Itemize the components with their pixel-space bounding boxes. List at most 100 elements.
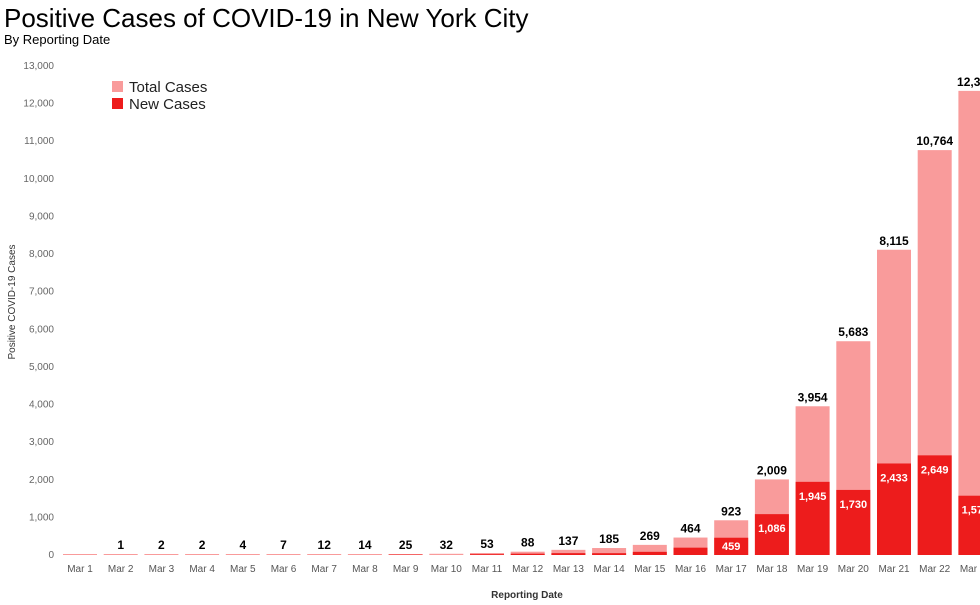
total-cases-data-label: 923 [721,504,741,518]
y-axis-title: Positive COVID-19 Cases [7,244,18,359]
new-cases-data-label: 1,945 [799,491,827,503]
x-tick-label: Mar 4 [189,564,215,575]
total-cases-data-label: 464 [680,522,700,536]
x-tick-label: Mar 19 [797,564,829,575]
new-cases-data-label: 2,649 [921,464,949,476]
legend-label-total: Total Cases [129,79,207,96]
total-cases-bar [592,548,627,555]
total-cases-data-label: 185 [599,532,619,546]
total-cases-data-label: 53 [480,537,494,551]
y-tick-label: 6,000 [29,324,54,335]
x-tick-label: Mar 18 [756,564,788,575]
total-cases-bar [266,554,301,555]
total-cases-data-label: 3,954 [798,390,828,404]
x-tick-label: Mar 17 [716,564,748,575]
x-tick-label: Mar 7 [311,564,337,575]
legend: Total Cases New Cases [112,79,207,113]
new-cases-bar [754,514,789,555]
y-tick-label: 8,000 [29,249,54,260]
x-tick-label: Mar 2 [108,564,134,575]
total-cases-data-label: 25 [399,538,413,552]
total-cases-bars [63,90,980,555]
x-tick-label: Mar 12 [512,564,544,575]
x-axis-title: Reporting Date [491,590,563,601]
total-cases-data-label: 12 [318,538,332,552]
total-cases-data-label: 32 [440,538,454,552]
new-cases-data-label: 1,730 [840,499,868,511]
new-cases-bar [510,553,545,555]
total-cases-data-label: 4 [239,538,246,552]
y-axis: 0 1,000 2,000 3,000 4,000 5,000 6,000 7,000 8,00… [23,61,54,561]
legend-swatch-new [112,98,123,109]
y-tick-label: 7,000 [29,287,54,298]
total-cases-data-label: 88 [521,536,535,550]
total-cases-bar [63,554,97,555]
new-cases-bar [877,463,911,555]
y-tick-label: 1,000 [29,512,54,523]
x-tick-label: Mar 11 [472,564,503,575]
legend-swatch-total [112,81,123,92]
y-tick-label: 9,000 [29,211,54,222]
total-cases-bar [632,544,667,555]
total-cases-data-label: 2 [199,538,206,552]
x-tick-label: Mar 9 [393,564,419,575]
y-tick-label: 12,000 [23,99,54,110]
new-cases-bar [592,553,627,555]
new-cases-data-label: 1,576 [962,505,980,517]
total-cases-data-label: 7 [280,538,287,552]
new-cases-bar [958,495,980,555]
y-tick-label: 0 [48,550,54,561]
total-cases-data-label: 2 [158,538,165,552]
total-cases-bar [144,554,179,555]
total-cases-data-label: 269 [640,529,660,543]
x-tick-label: Mar 6 [271,564,297,575]
total-cases-bar [958,90,980,555]
total-cases-bar [307,554,342,555]
y-tick-label: 10,000 [23,174,54,185]
new-cases-data-label: 1,086 [758,523,786,535]
total-cases-bar [510,551,545,555]
total-cases-bar [551,549,586,555]
new-cases-bar [795,481,830,555]
new-cases-data-label: 459 [722,541,740,553]
x-tick-label: Mar 22 [919,564,951,575]
y-tick-label: 13,000 [23,61,54,72]
x-tick-label: Mar 16 [675,564,707,575]
total-cases-labels: 1 2 2 4 7 12 14 25 32 53 88 137 185 2694649232,0093,9… [117,75,980,552]
chart-title: Positive Cases of COVID-19 in New York C… [4,3,529,33]
x-tick-label: Mar 13 [553,564,585,575]
new-cases-bar [673,547,708,555]
x-tick-label: Mar 20 [838,564,870,575]
new-cases-bar [551,553,586,555]
y-tick-label: 3,000 [29,437,54,448]
x-tick-label: Mar 14 [594,564,626,575]
total-cases-data-label: 14 [358,538,372,552]
legend-label-new: New Cases [129,96,206,113]
new-cases-bar [470,554,504,555]
total-cases-bar [103,554,138,555]
x-tick-label: Mar 1 [67,564,93,575]
y-tick-label: 11,000 [24,136,54,147]
total-cases-data-label: 12,339 [957,75,980,89]
y-tick-label: 4,000 [29,400,54,411]
total-cases-data-label: 8,115 [879,234,909,248]
chart-subtitle: By Reporting Date [4,32,111,47]
new-cases-data-label: 2,433 [880,472,908,484]
total-cases-bar [429,553,464,555]
total-cases-bar [470,553,504,555]
total-cases-data-label: 10,764 [916,134,953,148]
new-cases-labels: 459 1,086 1,945 1,730 2,433 2,649 1,576 [722,464,980,553]
new-cases-bar [632,551,667,555]
x-tick-label: Mar 15 [634,564,666,575]
x-tick-label: Mar 10 [431,564,463,575]
total-cases-bar [347,554,382,555]
total-cases-data-label: 2,009 [757,463,787,477]
total-cases-data-label: 137 [558,534,578,548]
total-cases-bar [388,554,423,555]
x-tick-label: Mar 5 [230,564,256,575]
y-tick-label: 2,000 [29,475,54,486]
x-tick-label: Mar 8 [352,564,378,575]
new-cases-bar [917,455,952,555]
total-cases-data-label: 5,683 [838,325,868,339]
